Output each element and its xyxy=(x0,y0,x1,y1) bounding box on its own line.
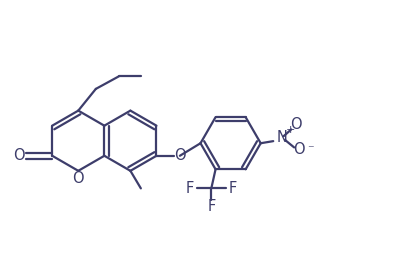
Text: ⁻: ⁻ xyxy=(308,143,314,156)
Text: F: F xyxy=(229,180,237,196)
Text: O: O xyxy=(174,148,186,163)
Text: O: O xyxy=(290,117,302,132)
Text: +: + xyxy=(286,125,295,135)
Text: N: N xyxy=(276,130,287,145)
Text: O: O xyxy=(13,148,25,163)
Text: O: O xyxy=(293,142,305,157)
Text: F: F xyxy=(207,199,215,214)
Text: O: O xyxy=(72,171,84,186)
Text: F: F xyxy=(186,180,194,196)
